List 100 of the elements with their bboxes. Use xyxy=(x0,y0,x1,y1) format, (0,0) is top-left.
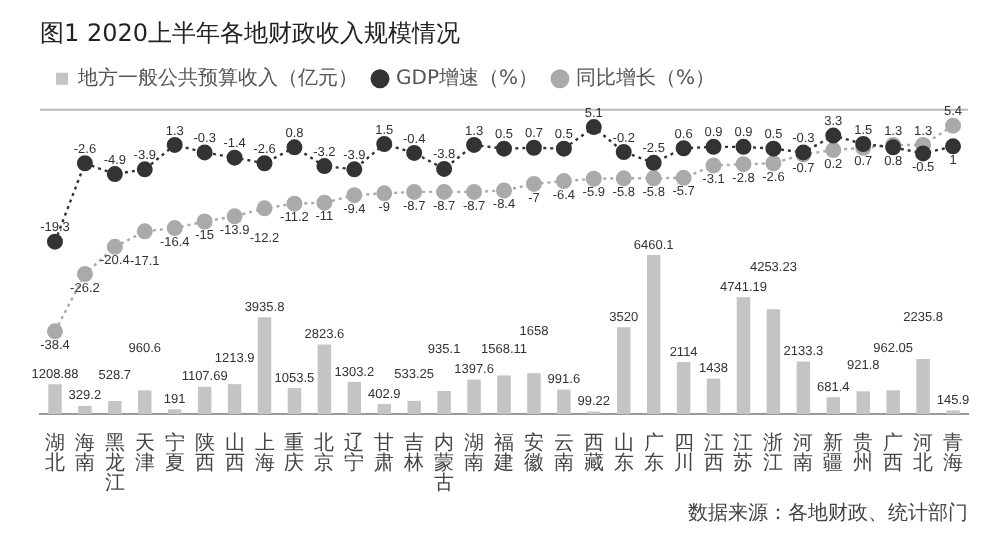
bar xyxy=(796,361,811,414)
point xyxy=(376,185,393,202)
bar xyxy=(407,400,421,414)
point xyxy=(106,166,123,183)
x-tick-label: 广东 xyxy=(643,431,664,476)
legend-label: 地方一般公共预算收入（亿元） xyxy=(76,65,358,90)
point xyxy=(436,160,453,177)
point xyxy=(675,140,692,157)
bar xyxy=(377,404,391,414)
point xyxy=(825,142,842,159)
x-tick-label: 北京 xyxy=(314,431,335,476)
x-tick-label: 云南 xyxy=(553,433,574,476)
x-tick-label: 河南 xyxy=(793,431,814,476)
point xyxy=(675,169,692,186)
bar xyxy=(826,397,841,414)
bar xyxy=(197,386,212,414)
bar xyxy=(706,378,721,414)
bar xyxy=(317,344,332,414)
x-tick-label: 福建 xyxy=(492,431,514,476)
x-tick-label: 吉林 xyxy=(402,431,425,476)
x-tick-label: 湖南 xyxy=(464,431,485,476)
point xyxy=(645,154,662,171)
point xyxy=(825,127,842,144)
bar xyxy=(736,297,751,414)
point xyxy=(555,140,572,157)
bar xyxy=(766,309,781,414)
legend-label: 同比增长（%） xyxy=(575,65,715,90)
point xyxy=(226,149,243,166)
source-note: 数据来源：各地财政、统计部门 xyxy=(688,501,968,526)
point xyxy=(466,136,483,153)
x-tick-label: 西藏 xyxy=(583,433,604,476)
point xyxy=(945,117,962,134)
point xyxy=(166,136,183,153)
x-tick-label: 天津 xyxy=(134,433,155,476)
bar xyxy=(138,390,152,414)
point xyxy=(585,170,602,187)
point xyxy=(256,155,273,172)
point xyxy=(765,140,782,157)
bar xyxy=(287,388,302,414)
x-tick-label: 江西 xyxy=(703,431,724,476)
point xyxy=(436,183,453,200)
x-tick-label: 重庆 xyxy=(284,431,305,476)
x-tick-label: 广西 xyxy=(883,431,904,476)
bar xyxy=(78,405,92,414)
bar xyxy=(227,384,242,414)
point xyxy=(735,138,752,155)
point xyxy=(76,266,93,283)
point xyxy=(585,119,602,136)
point xyxy=(406,144,423,161)
bar xyxy=(617,327,631,414)
point xyxy=(346,161,363,178)
point xyxy=(346,187,363,204)
legend-label: GDP增速（%） xyxy=(396,65,538,90)
x-tick-label: 上海 xyxy=(254,431,275,476)
x-tick-label: 黑龙江 xyxy=(104,433,125,496)
point xyxy=(645,170,662,187)
point xyxy=(196,213,213,230)
point xyxy=(376,136,393,153)
point xyxy=(496,140,512,157)
point xyxy=(466,183,483,200)
bar xyxy=(557,389,571,414)
point xyxy=(46,233,63,250)
bar xyxy=(646,255,661,414)
point xyxy=(226,208,243,225)
bar xyxy=(467,379,481,414)
point xyxy=(705,157,722,174)
point xyxy=(555,173,572,190)
point xyxy=(316,194,333,211)
x-tick-label: 新疆 xyxy=(823,431,844,476)
point xyxy=(735,156,752,173)
point xyxy=(406,183,423,200)
x-tick-label: 陕西 xyxy=(194,431,215,476)
point xyxy=(615,144,632,160)
point xyxy=(316,158,333,175)
x-tick-label: 甘肃 xyxy=(374,431,395,476)
point xyxy=(136,161,153,178)
x-tick-label: 湖北 xyxy=(44,431,65,476)
x-tick-label: 江苏 xyxy=(733,431,754,476)
x-tick-label: 四川 xyxy=(673,433,694,476)
x-tick-label: 浙江 xyxy=(763,431,784,476)
point xyxy=(106,238,123,255)
point xyxy=(765,155,782,172)
bar xyxy=(347,381,362,414)
bar xyxy=(886,390,900,414)
x-tick-label: 宁夏 xyxy=(164,431,185,476)
x-tick-label: 青海 xyxy=(943,431,964,476)
point xyxy=(166,220,183,237)
chart-title: 图1 2020上半年各地财政收入规模情况 xyxy=(40,18,460,47)
bar xyxy=(437,390,451,414)
point xyxy=(76,155,93,172)
bar xyxy=(257,317,272,414)
point xyxy=(196,144,213,161)
point xyxy=(286,139,303,156)
x-tick-label: 辽宁 xyxy=(344,431,365,476)
point xyxy=(945,138,962,155)
bar xyxy=(527,373,541,414)
point xyxy=(46,323,63,340)
point xyxy=(136,223,153,240)
x-tick-label: 安徽 xyxy=(523,431,544,476)
bar xyxy=(108,400,122,414)
